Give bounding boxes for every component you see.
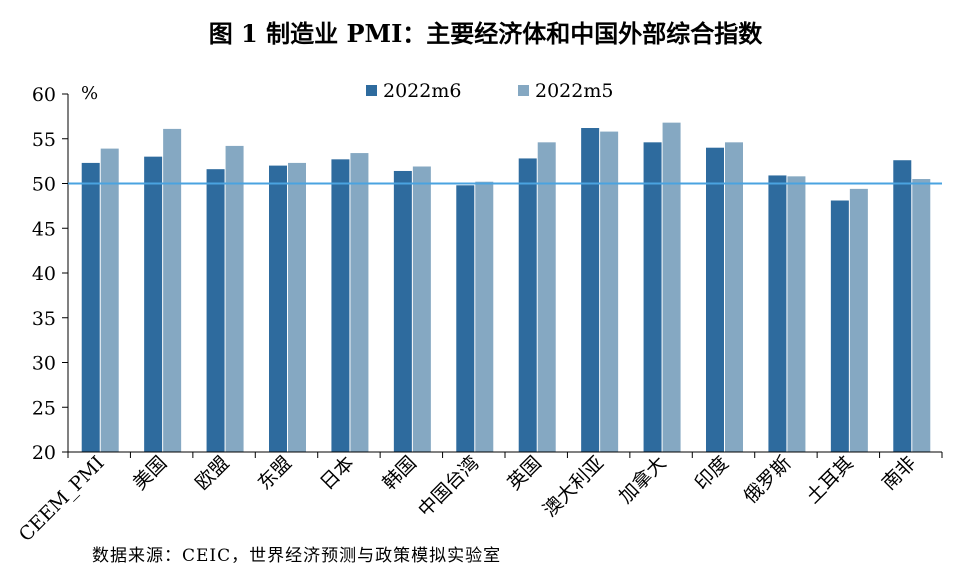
y-unit-label: % [81,83,98,104]
bar-2022m5 [350,153,369,452]
chart-title: 图 1 制造业 PMI：主要经济体和中国外部综合指数 [208,19,763,48]
x-category-label: 加拿大 [614,451,671,508]
bar-2022m5 [225,145,244,452]
x-category-label: 日本 [316,452,358,494]
y-tick-label: 60 [32,84,56,106]
bar-2022m5 [912,179,931,452]
y-tick-label: 20 [32,442,56,464]
bar-2022m6 [581,128,600,452]
bar-2022m5 [288,162,306,453]
legend: 2022m6 2022m5 [366,80,613,102]
bar-2022m5 [537,142,556,452]
bar-2022m6 [331,159,350,452]
x-category-label: CEEM_PMI [15,452,109,546]
y-tick-label: 40 [32,263,56,285]
bar-2022m6 [768,175,787,452]
bar-2022m5 [163,128,182,452]
x-axis: CEEM_PMI 美国 欧盟 东盟 日本 韩国中国台湾 英国澳大利亚 加拿大 印度 俄罗斯 土耳其南… [15,451,943,546]
bar-2022m5 [849,188,868,452]
bar-2022m5 [475,181,494,452]
legend-swatch-2022m6 [366,85,377,96]
y-tick-label: 35 [32,308,56,330]
data-source-note: 数据来源：CEIC，世界经济预测与政策模拟实验室 [92,546,502,566]
y-tick-label: 50 [32,174,56,196]
x-category-label: 美国 [129,452,171,494]
bar-2022m6 [81,162,100,453]
x-category-label: 欧盟 [191,452,233,494]
bar-2022m6 [893,160,912,453]
legend-label-2022m6: 2022m6 [383,80,461,102]
x-category-label: 俄罗斯 [740,452,796,508]
bar-2022m5 [662,122,681,452]
bars [81,122,931,453]
bar-2022m6 [393,170,412,452]
bar-2022m6 [830,200,849,452]
bar-2022m6 [206,169,225,452]
legend-label-2022m5: 2022m5 [535,80,613,102]
y-tick-label: 55 [32,129,56,151]
x-category-label: 东盟 [254,452,296,494]
x-category-label: 中国台湾 [414,452,483,521]
bar-2022m6 [269,165,287,452]
y-axis: 20 25 30 35 40 45 50 55 60% [32,83,98,464]
bar-2022m6 [144,156,163,452]
y-tick-label: 30 [32,353,56,375]
bar-2022m5 [787,176,806,452]
x-category-label: 韩国 [378,452,420,494]
x-category-label: 土耳其 [802,452,858,508]
bar-2022m5 [412,166,431,452]
bar-2022m5 [600,131,619,452]
x-category-label: 南非 [878,452,920,494]
legend-swatch-2022m5 [518,85,529,96]
bar-2022m6 [518,158,537,452]
bar-2022m5 [725,142,743,452]
x-category-label: 澳大利亚 [539,452,608,521]
y-tick-label: 25 [32,397,56,419]
bar-2022m6 [643,142,662,452]
x-category-label: 英国 [503,452,545,494]
x-category-label: 印度 [691,452,733,494]
bar-2022m5 [100,148,119,452]
y-tick-label: 45 [32,218,56,240]
bar-2022m6 [456,185,475,453]
bar-2022m6 [706,147,724,452]
